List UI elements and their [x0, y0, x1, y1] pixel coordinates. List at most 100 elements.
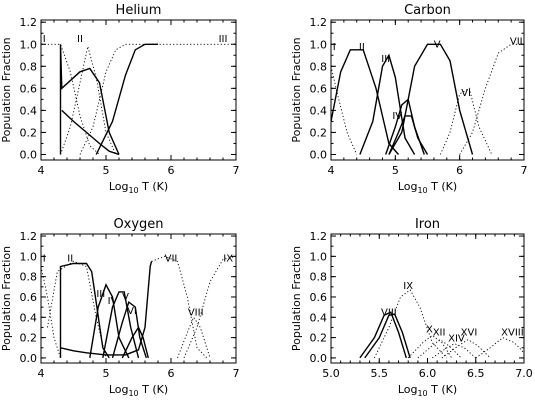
- x-tick-label: 5: [103, 367, 110, 380]
- panel-helium: Helium 4 5 6 7 0.0 0.2 0.4 0.6 0.8 1.0 1.2 Populatio…: [0, 3, 240, 195]
- series-line-xvi: [441, 339, 491, 359]
- plot-frame: [40, 233, 237, 364]
- y-tick-label: 0.8: [20, 60, 38, 73]
- series-line-vii: [459, 43, 524, 155]
- y-tick-label: 0.2: [310, 126, 328, 139]
- ion-label: VIII: [188, 307, 204, 318]
- y-tick-label: 0.8: [20, 271, 38, 284]
- y-tick-label: 0.2: [20, 126, 38, 139]
- x-tick-label: 4: [328, 164, 335, 177]
- x-axis-label: Log10 T (K): [398, 383, 457, 398]
- ion-label: VIII: [381, 307, 397, 318]
- y-tick-label: 0.0: [20, 148, 38, 161]
- y-tick-label: 0.6: [310, 291, 328, 304]
- ion-label: IV: [392, 111, 402, 122]
- x-tick-label: 6.0: [419, 367, 437, 380]
- plot-frame: [40, 19, 237, 161]
- series-line-i: [41, 266, 61, 359]
- series-line-5: [95, 43, 158, 155]
- x-tick-label: 5: [392, 164, 399, 177]
- ion-label: XIV: [448, 334, 465, 345]
- ion-label: X: [426, 325, 433, 336]
- series-line-viii: [177, 316, 211, 359]
- series-line-v: [388, 43, 474, 155]
- series-line-iii: [359, 53, 416, 155]
- x-tick-label: 5.0: [322, 367, 340, 380]
- y-tick-label: 0.4: [310, 311, 328, 324]
- x-tick-label: 7: [233, 164, 240, 177]
- x-tick-label: 5: [103, 164, 110, 177]
- ion-label: VII: [165, 253, 178, 264]
- ion-label: II: [359, 42, 365, 53]
- panel-oxygen: Oxygen 4 5 6 7 0.0 0.2 0.4 0.6 0.8 1.0 1.2 Populatio…: [0, 217, 240, 398]
- x-tick-label: 6.5: [467, 367, 485, 380]
- series-line-xviii: [475, 337, 524, 359]
- x-tick-label: 7: [521, 164, 528, 177]
- ion-label: III: [219, 34, 228, 45]
- y-axis-label: Population Fraction: [0, 37, 13, 142]
- series-line-7: [60, 261, 153, 356]
- y-tick-label: 1.0: [310, 38, 328, 51]
- ion-label: V: [122, 292, 129, 303]
- series-line-4: [61, 109, 120, 156]
- x-tick-label: 6: [168, 164, 175, 177]
- series-line-iii: [89, 283, 130, 359]
- y-tick-label: 1.0: [310, 250, 328, 263]
- plot-frame: [330, 19, 525, 161]
- series-line-vi: [439, 87, 493, 155]
- panel-title: Oxygen: [113, 217, 163, 232]
- y-tick-label: 1.2: [20, 16, 38, 29]
- y-tick-label: 1.0: [20, 250, 38, 263]
- series-line-vi: [121, 325, 149, 359]
- y-tick-label: 0.2: [310, 332, 328, 345]
- series-line-3: [59, 44, 120, 155]
- x-tick-label: 5.5: [371, 367, 389, 380]
- x-axis-label: Log10 T (K): [109, 180, 168, 195]
- x-axis-label: Log10 T (K): [398, 180, 457, 195]
- ion-label: III: [381, 54, 390, 65]
- x-tick-label: 6: [456, 164, 463, 177]
- panel-carbon: Carbon 4 5 6 7 0.0 0.2 0.4 0.6 0.8 1.0 1.2 Populatio…: [290, 3, 528, 195]
- y-tick-label: 0.8: [310, 60, 328, 73]
- x-tick-label: 7: [233, 367, 240, 380]
- panel-title: Helium: [116, 3, 162, 18]
- ion-label: XVI: [461, 328, 478, 339]
- y-axis-label: Population Fraction: [0, 246, 13, 351]
- y-tick-label: 0.0: [310, 148, 328, 161]
- series-line-iv: [102, 291, 140, 359]
- x-tick-label: 6: [168, 367, 175, 380]
- series-line-x: [407, 335, 452, 359]
- ion-label: I: [333, 42, 336, 53]
- series-line-ii: [331, 49, 400, 155]
- ion-label: IX: [223, 253, 233, 264]
- y-tick-label: 0.4: [310, 104, 328, 117]
- ion-label: II: [67, 253, 73, 264]
- series-line-i: [331, 66, 358, 155]
- y-tick-label: 1.2: [20, 230, 38, 243]
- y-tick-label: 0.4: [20, 104, 38, 117]
- series-line-ix: [373, 289, 448, 359]
- ion-label: I: [43, 253, 46, 264]
- y-tick-label: 0.4: [20, 311, 38, 324]
- ion-label: IX: [403, 281, 413, 292]
- y-tick-label: 0.6: [20, 291, 38, 304]
- series-line-viii: [364, 313, 411, 359]
- panel-title: Iron: [415, 217, 440, 232]
- x-axis-label: Log10 T (K): [109, 383, 168, 398]
- y-tick-label: 0.6: [310, 82, 328, 95]
- ion-label: VI: [461, 88, 471, 99]
- ion-label: XVIII: [501, 328, 524, 339]
- series-line-0: [359, 311, 407, 359]
- y-tick-label: 0.2: [20, 332, 38, 345]
- ion-label: I: [43, 34, 46, 45]
- ion-label: II: [77, 34, 83, 45]
- ion-label: V: [434, 40, 441, 51]
- series-line-2: [59, 262, 110, 359]
- y-tick-label: 0.0: [310, 352, 328, 365]
- panel-title: Carbon: [404, 3, 451, 18]
- y-tick-label: 0.0: [20, 352, 38, 365]
- y-tick-label: 1.0: [20, 38, 38, 51]
- x-tick-label: 4: [38, 367, 45, 380]
- ion-label: VI: [127, 306, 137, 317]
